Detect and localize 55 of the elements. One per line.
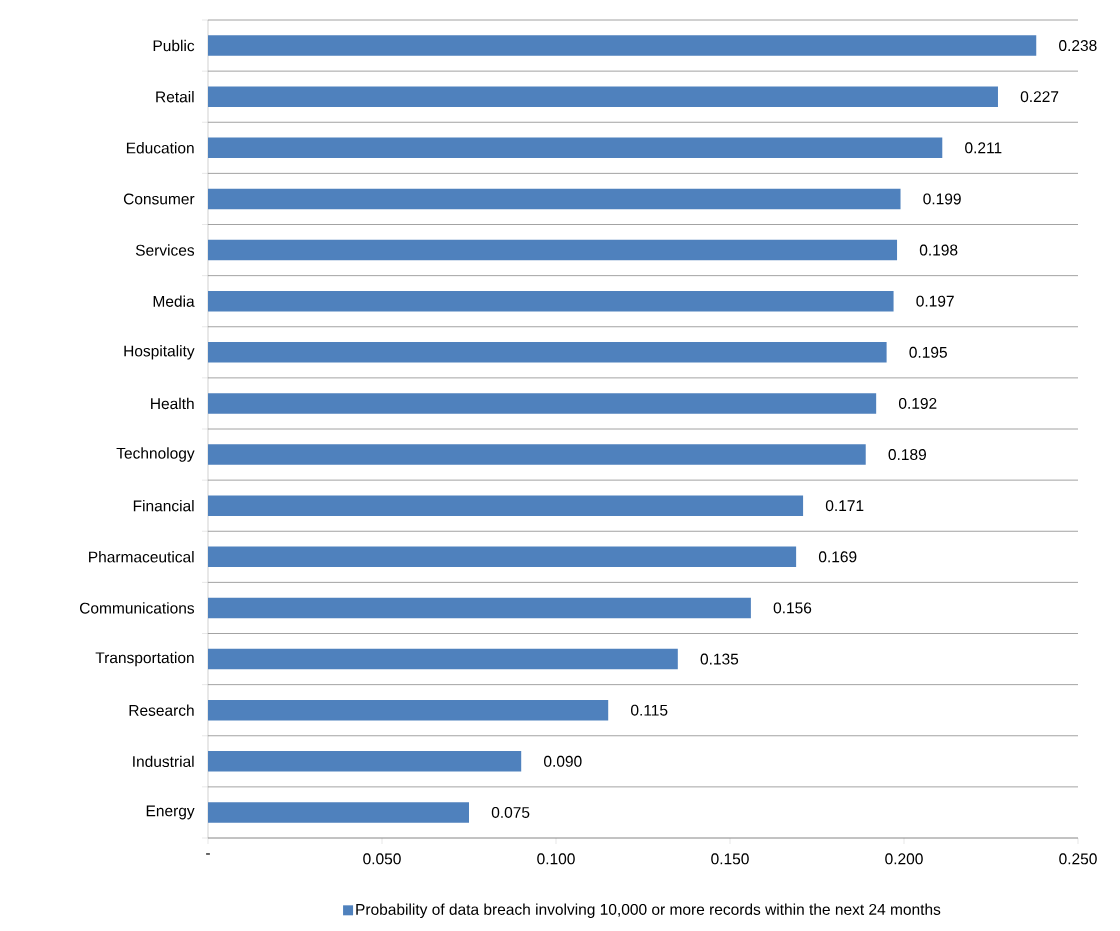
- y-tick-label: Health: [151, 397, 194, 410]
- bar: [208, 802, 469, 823]
- x-tick-label: 0.150: [711, 853, 749, 865]
- y-tick-label: Industrial: [133, 755, 194, 768]
- y-tick-label: Financial: [133, 500, 194, 512]
- bar: [208, 751, 522, 772]
- y-tick-label: Public: [153, 39, 195, 52]
- x-tick-label: 0.200: [885, 853, 923, 865]
- data-label: 0.227: [1020, 91, 1059, 103]
- x-tick-label: 0.050: [363, 853, 401, 865]
- bar: [208, 444, 866, 465]
- data-label: 0.090: [544, 755, 582, 767]
- y-tick-label: Consumer: [123, 193, 195, 205]
- data-label: 0.156: [773, 602, 812, 614]
- y-tick-label: Retail: [156, 90, 194, 103]
- y-tick-label: Media: [153, 295, 195, 307]
- bar: [208, 546, 797, 568]
- y-tick-label: Energy: [146, 805, 195, 820]
- y-tick-label: Technology: [116, 447, 195, 462]
- data-label: 0.238: [1059, 40, 1097, 52]
- x-tick-label: 0.250: [1059, 853, 1097, 865]
- bar: [208, 648, 678, 670]
- data-label: 0.075: [491, 806, 530, 818]
- data-label: 0.195: [909, 346, 947, 358]
- data-label: 0.211: [965, 142, 1002, 154]
- x-tick-label: 0.100: [537, 853, 575, 865]
- y-tick-label: Hospitality: [124, 345, 195, 360]
- data-label: 0.189: [888, 449, 926, 461]
- bar: [208, 393, 877, 414]
- bar: [208, 290, 894, 312]
- bar: [208, 597, 751, 619]
- data-label: 0.199: [923, 193, 961, 205]
- data-label: 0.169: [818, 551, 857, 563]
- data-label: 0.197: [916, 295, 954, 307]
- data-label: 0.198: [919, 244, 958, 256]
- data-label: 0.115: [631, 704, 668, 716]
- bar: [208, 35, 1037, 56]
- bar: [208, 342, 887, 363]
- x-tick-label: -: [206, 853, 210, 855]
- bar: [208, 137, 943, 159]
- y-tick-label: Pharmaceutical: [89, 551, 194, 563]
- y-tick-label: Services: [135, 244, 195, 256]
- data-label: 0.135: [700, 653, 739, 665]
- data-label: 0.171: [825, 500, 864, 512]
- bar: [208, 495, 804, 516]
- bar: [208, 188, 901, 210]
- legend-label: Probability of data breach involving 10,000 or more records within the next 24 months: [356, 903, 941, 918]
- y-tick-label: Communications: [79, 602, 195, 614]
- y-tick-label: Education: [126, 142, 194, 154]
- y-tick-label: Research: [129, 704, 194, 716]
- bar: [208, 86, 998, 107]
- data-label: 0.192: [898, 397, 937, 409]
- bar: [208, 699, 609, 721]
- y-tick-label: Transportation: [95, 651, 194, 667]
- bar: [208, 239, 898, 261]
